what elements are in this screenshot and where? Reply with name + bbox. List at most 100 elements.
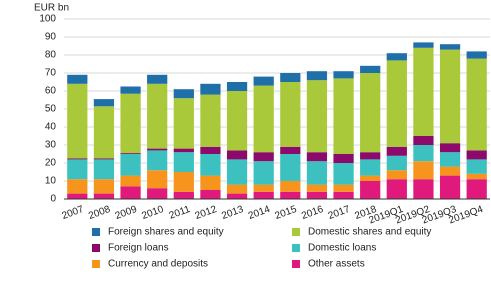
bar-segment [173, 172, 194, 192]
legend-swatch [292, 244, 300, 252]
bar-segment [386, 146, 407, 156]
bar-segment [386, 60, 407, 147]
bar-segment [120, 186, 141, 199]
x-tick-label: 2012 [194, 204, 219, 222]
bar-segment [413, 47, 434, 136]
bar-segment [120, 154, 141, 176]
legend-swatch [92, 260, 100, 268]
bar-segment [466, 150, 487, 160]
bar-segment [173, 98, 194, 149]
bar-segment [439, 49, 461, 144]
bar-segment [439, 44, 461, 50]
bar-segment [253, 191, 274, 199]
bar-segment [253, 184, 274, 192]
bar-segment [173, 152, 194, 172]
bar-segment [333, 184, 354, 192]
bar-segment [226, 91, 248, 151]
y-tick-label: 60 [45, 86, 57, 97]
bar-segment [360, 73, 381, 153]
legend-label: Foreign loans [108, 243, 169, 254]
bar-segment [120, 86, 141, 94]
bar-segment [200, 83, 221, 95]
bar-segment [360, 65, 381, 73]
x-tick-label: 2016 [300, 204, 325, 222]
bar-segment [280, 191, 301, 199]
y-tick-label: 80 [45, 50, 57, 61]
x-tick-label: 2008 [87, 204, 112, 222]
bar-segment [147, 170, 168, 189]
bar-segment [200, 175, 221, 190]
bar-segment [200, 94, 221, 147]
bar-segment [280, 73, 301, 82]
x-tick-label: 2009 [114, 204, 139, 222]
bar-segment [93, 106, 115, 159]
bar-segment [226, 193, 248, 199]
x-tick-label: 2007 [61, 204, 86, 222]
bar-segment [200, 146, 221, 154]
legend-label: Currency and deposits [108, 259, 208, 270]
bar-segment [360, 175, 381, 181]
y-axis-label: EUR bn [34, 3, 69, 14]
bar-segment [173, 191, 194, 199]
legend-swatch [92, 228, 100, 236]
bar-segment [413, 42, 434, 48]
y-tick-label: 100 [39, 14, 56, 25]
legend-label: Domestic loans [308, 243, 376, 254]
bar-segment [173, 148, 194, 153]
bar-segment [67, 158, 88, 160]
bar-segment [93, 159, 115, 180]
bar-segment [386, 155, 407, 171]
bar-segment [226, 159, 248, 185]
x-tick-label: 2010 [140, 204, 165, 222]
bar-segment [413, 145, 434, 162]
bar-segment [306, 161, 328, 185]
bar-segment [67, 193, 88, 199]
y-tick-label: 70 [45, 68, 57, 79]
bar-segment [253, 161, 274, 185]
bar-segment [280, 154, 301, 181]
bar-segment [280, 146, 301, 154]
bar-segment [333, 71, 354, 79]
bar-segment [386, 170, 407, 180]
bar-segment [360, 152, 381, 160]
bar-segment [200, 190, 221, 199]
bar-segment [147, 148, 168, 151]
x-tick-label: 2015 [274, 204, 299, 222]
bar-segment [253, 76, 274, 86]
legend-label: Other assets [308, 259, 365, 270]
bar-segment [466, 51, 487, 59]
bar-segment [147, 83, 168, 149]
bar-segment [93, 179, 115, 194]
y-tick-label: 50 [45, 104, 57, 115]
bar-segment [333, 163, 354, 185]
bar-segment [120, 175, 141, 187]
bar-segment [306, 80, 328, 153]
legend-label: Domestic shares and equity [308, 227, 431, 238]
legend-swatch [92, 244, 100, 252]
bar-segment [439, 175, 461, 199]
bar-segment [439, 143, 461, 153]
bar-segment [226, 184, 248, 194]
bar-segment [200, 154, 221, 176]
bar-segment [280, 181, 301, 192]
bar-segment [413, 179, 434, 199]
bar-segment [333, 78, 354, 154]
bar-segment [439, 166, 461, 176]
bar-segment [253, 85, 274, 153]
bar-segment [173, 89, 194, 99]
bar-segment [466, 58, 487, 151]
bar-segment [439, 152, 461, 167]
bar-segment [413, 161, 434, 180]
bar-segment [67, 83, 88, 159]
bar-segment [306, 152, 328, 162]
bar-segment [147, 74, 168, 84]
x-tick-label: 2014 [247, 204, 272, 222]
legend-label: Foreign shares and equity [108, 227, 224, 238]
bar-segment [93, 99, 115, 107]
y-tick-label: 40 [45, 122, 57, 133]
bar-segment [120, 93, 141, 154]
bar-segment [306, 184, 328, 192]
bar-segment [253, 152, 274, 162]
bar-segment [333, 154, 354, 163]
